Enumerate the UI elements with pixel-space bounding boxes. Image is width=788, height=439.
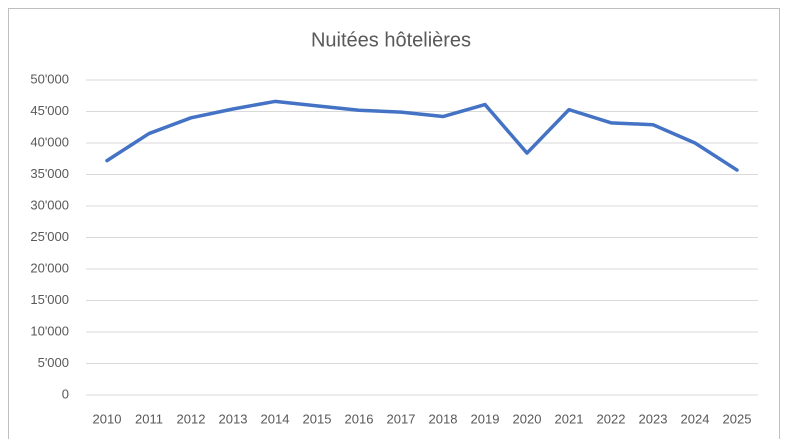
x-tick-label: 2012 <box>177 411 206 426</box>
x-tick-label: 2014 <box>261 411 290 426</box>
y-tick-label: 45'000 <box>30 103 69 118</box>
y-tick-label: 30'000 <box>30 197 69 212</box>
y-tick-label: 35'000 <box>30 166 69 181</box>
y-tick-label: 0 <box>62 386 69 401</box>
x-tick-label: 2011 <box>135 411 163 426</box>
data-line <box>105 99 739 172</box>
y-tick-label: 15'000 <box>30 292 69 307</box>
chart-title: Nuitées hôtelières <box>311 29 471 51</box>
x-tick-label: 2013 <box>219 411 248 426</box>
x-tick-label: 2022 <box>597 411 626 426</box>
y-tick-label: 25'000 <box>30 229 69 244</box>
x-tick-label: 2020 <box>513 411 542 426</box>
y-tick-label: 40'000 <box>30 134 69 149</box>
y-tick-label: 5'000 <box>38 355 69 370</box>
x-tick-label: 2024 <box>681 411 710 426</box>
y-tick-label: 50'000 <box>30 71 69 86</box>
x-tick-label: 2018 <box>429 411 458 426</box>
x-tick-label: 2021 <box>555 411 584 426</box>
x-tick-label: 2025 <box>723 411 752 426</box>
x-tick-label: 2019 <box>471 411 500 426</box>
x-tick-label: 2010 <box>93 411 122 426</box>
x-tick-label: 2016 <box>345 411 374 426</box>
x-tick-label: 2015 <box>303 411 332 426</box>
y-tick-label: 10'000 <box>30 323 69 338</box>
chart-frame <box>8 8 780 439</box>
y-tick-label: 20'000 <box>30 260 69 275</box>
x-tick-label: 2023 <box>639 411 668 426</box>
x-tick-label: 2017 <box>387 411 416 426</box>
